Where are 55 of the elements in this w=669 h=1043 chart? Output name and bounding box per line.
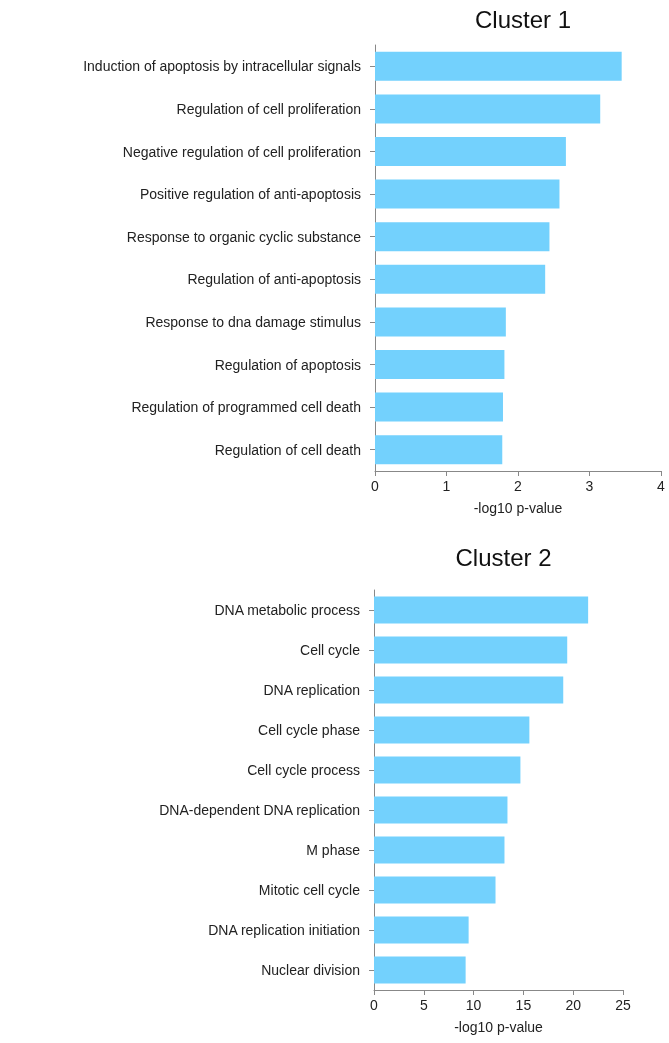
y-tick-label: Cell cycle phase bbox=[258, 722, 361, 738]
y-tick-label: Regulation of apoptosis bbox=[214, 356, 361, 373]
bar bbox=[375, 94, 601, 124]
x-tick-label: 5 bbox=[419, 997, 428, 1013]
bar bbox=[375, 222, 550, 252]
bar bbox=[375, 392, 503, 422]
y-tick-label: Regulation of cell proliferation bbox=[176, 100, 361, 117]
x-tick-label: 3 bbox=[585, 478, 594, 494]
bar bbox=[374, 636, 568, 664]
bar bbox=[375, 435, 503, 465]
bar bbox=[375, 137, 566, 166]
x-tick-label: 4 bbox=[657, 478, 666, 494]
y-tick-label: DNA metabolic process bbox=[214, 602, 360, 618]
bar bbox=[375, 264, 546, 294]
y-tick-label: M phase bbox=[306, 842, 361, 858]
y-tick-label: Response to organic cyclic substance bbox=[126, 228, 362, 245]
bar bbox=[375, 350, 505, 379]
x-axis-title: -log10 p-value bbox=[454, 1019, 544, 1035]
chart-title: Cluster 1 bbox=[474, 5, 572, 33]
bar bbox=[374, 916, 469, 944]
x-tick-label: 20 bbox=[565, 997, 582, 1013]
bar bbox=[374, 876, 496, 904]
y-tick-label: Regulation of cell death bbox=[214, 441, 361, 458]
y-tick-label: DNA replication initiation bbox=[208, 922, 360, 938]
y-tick-label: Mitotic cell cycle bbox=[258, 882, 361, 898]
y-tick-label: Induction of apoptosis by intracellular signals bbox=[83, 58, 361, 75]
y-tick-label: DNA-dependent DNA replication bbox=[159, 802, 360, 818]
y-tick-label: Cell cycle process bbox=[247, 762, 360, 778]
y-tick-label: Positive regulation of anti-apoptosis bbox=[139, 186, 361, 203]
y-tick-label: Response to dna damage stimulus bbox=[145, 313, 361, 330]
bar bbox=[374, 836, 505, 864]
y-tick-label: Cell cycle bbox=[300, 642, 361, 658]
bar bbox=[374, 796, 508, 824]
x-tick-label: 2 bbox=[514, 478, 523, 494]
x-tick-label: 10 bbox=[465, 997, 482, 1013]
bar bbox=[374, 676, 564, 704]
y-tick-label: Nuclear division bbox=[261, 962, 360, 978]
bar bbox=[374, 756, 521, 784]
bar bbox=[374, 956, 466, 984]
x-tick-label: 1 bbox=[442, 478, 451, 494]
y-tick-label: Regulation of anti-apoptosis bbox=[187, 271, 361, 288]
y-tick-label: Regulation of programmed cell death bbox=[131, 399, 361, 416]
y-tick-label: Negative regulation of cell proliferation bbox=[122, 143, 361, 160]
x-tick-label: 0 bbox=[370, 997, 379, 1013]
x-axis-title: -log10 p-value bbox=[473, 500, 563, 516]
bar bbox=[374, 716, 530, 744]
x-tick-label: 15 bbox=[515, 997, 532, 1013]
chart-title: Cluster 2 bbox=[455, 543, 552, 571]
bar bbox=[374, 596, 589, 624]
x-tick-label: 25 bbox=[615, 997, 631, 1013]
x-tick-label: 0 bbox=[371, 478, 380, 494]
y-tick-label: DNA replication bbox=[263, 682, 360, 698]
bar bbox=[375, 51, 622, 81]
bar bbox=[375, 307, 506, 337]
bar bbox=[375, 179, 560, 209]
